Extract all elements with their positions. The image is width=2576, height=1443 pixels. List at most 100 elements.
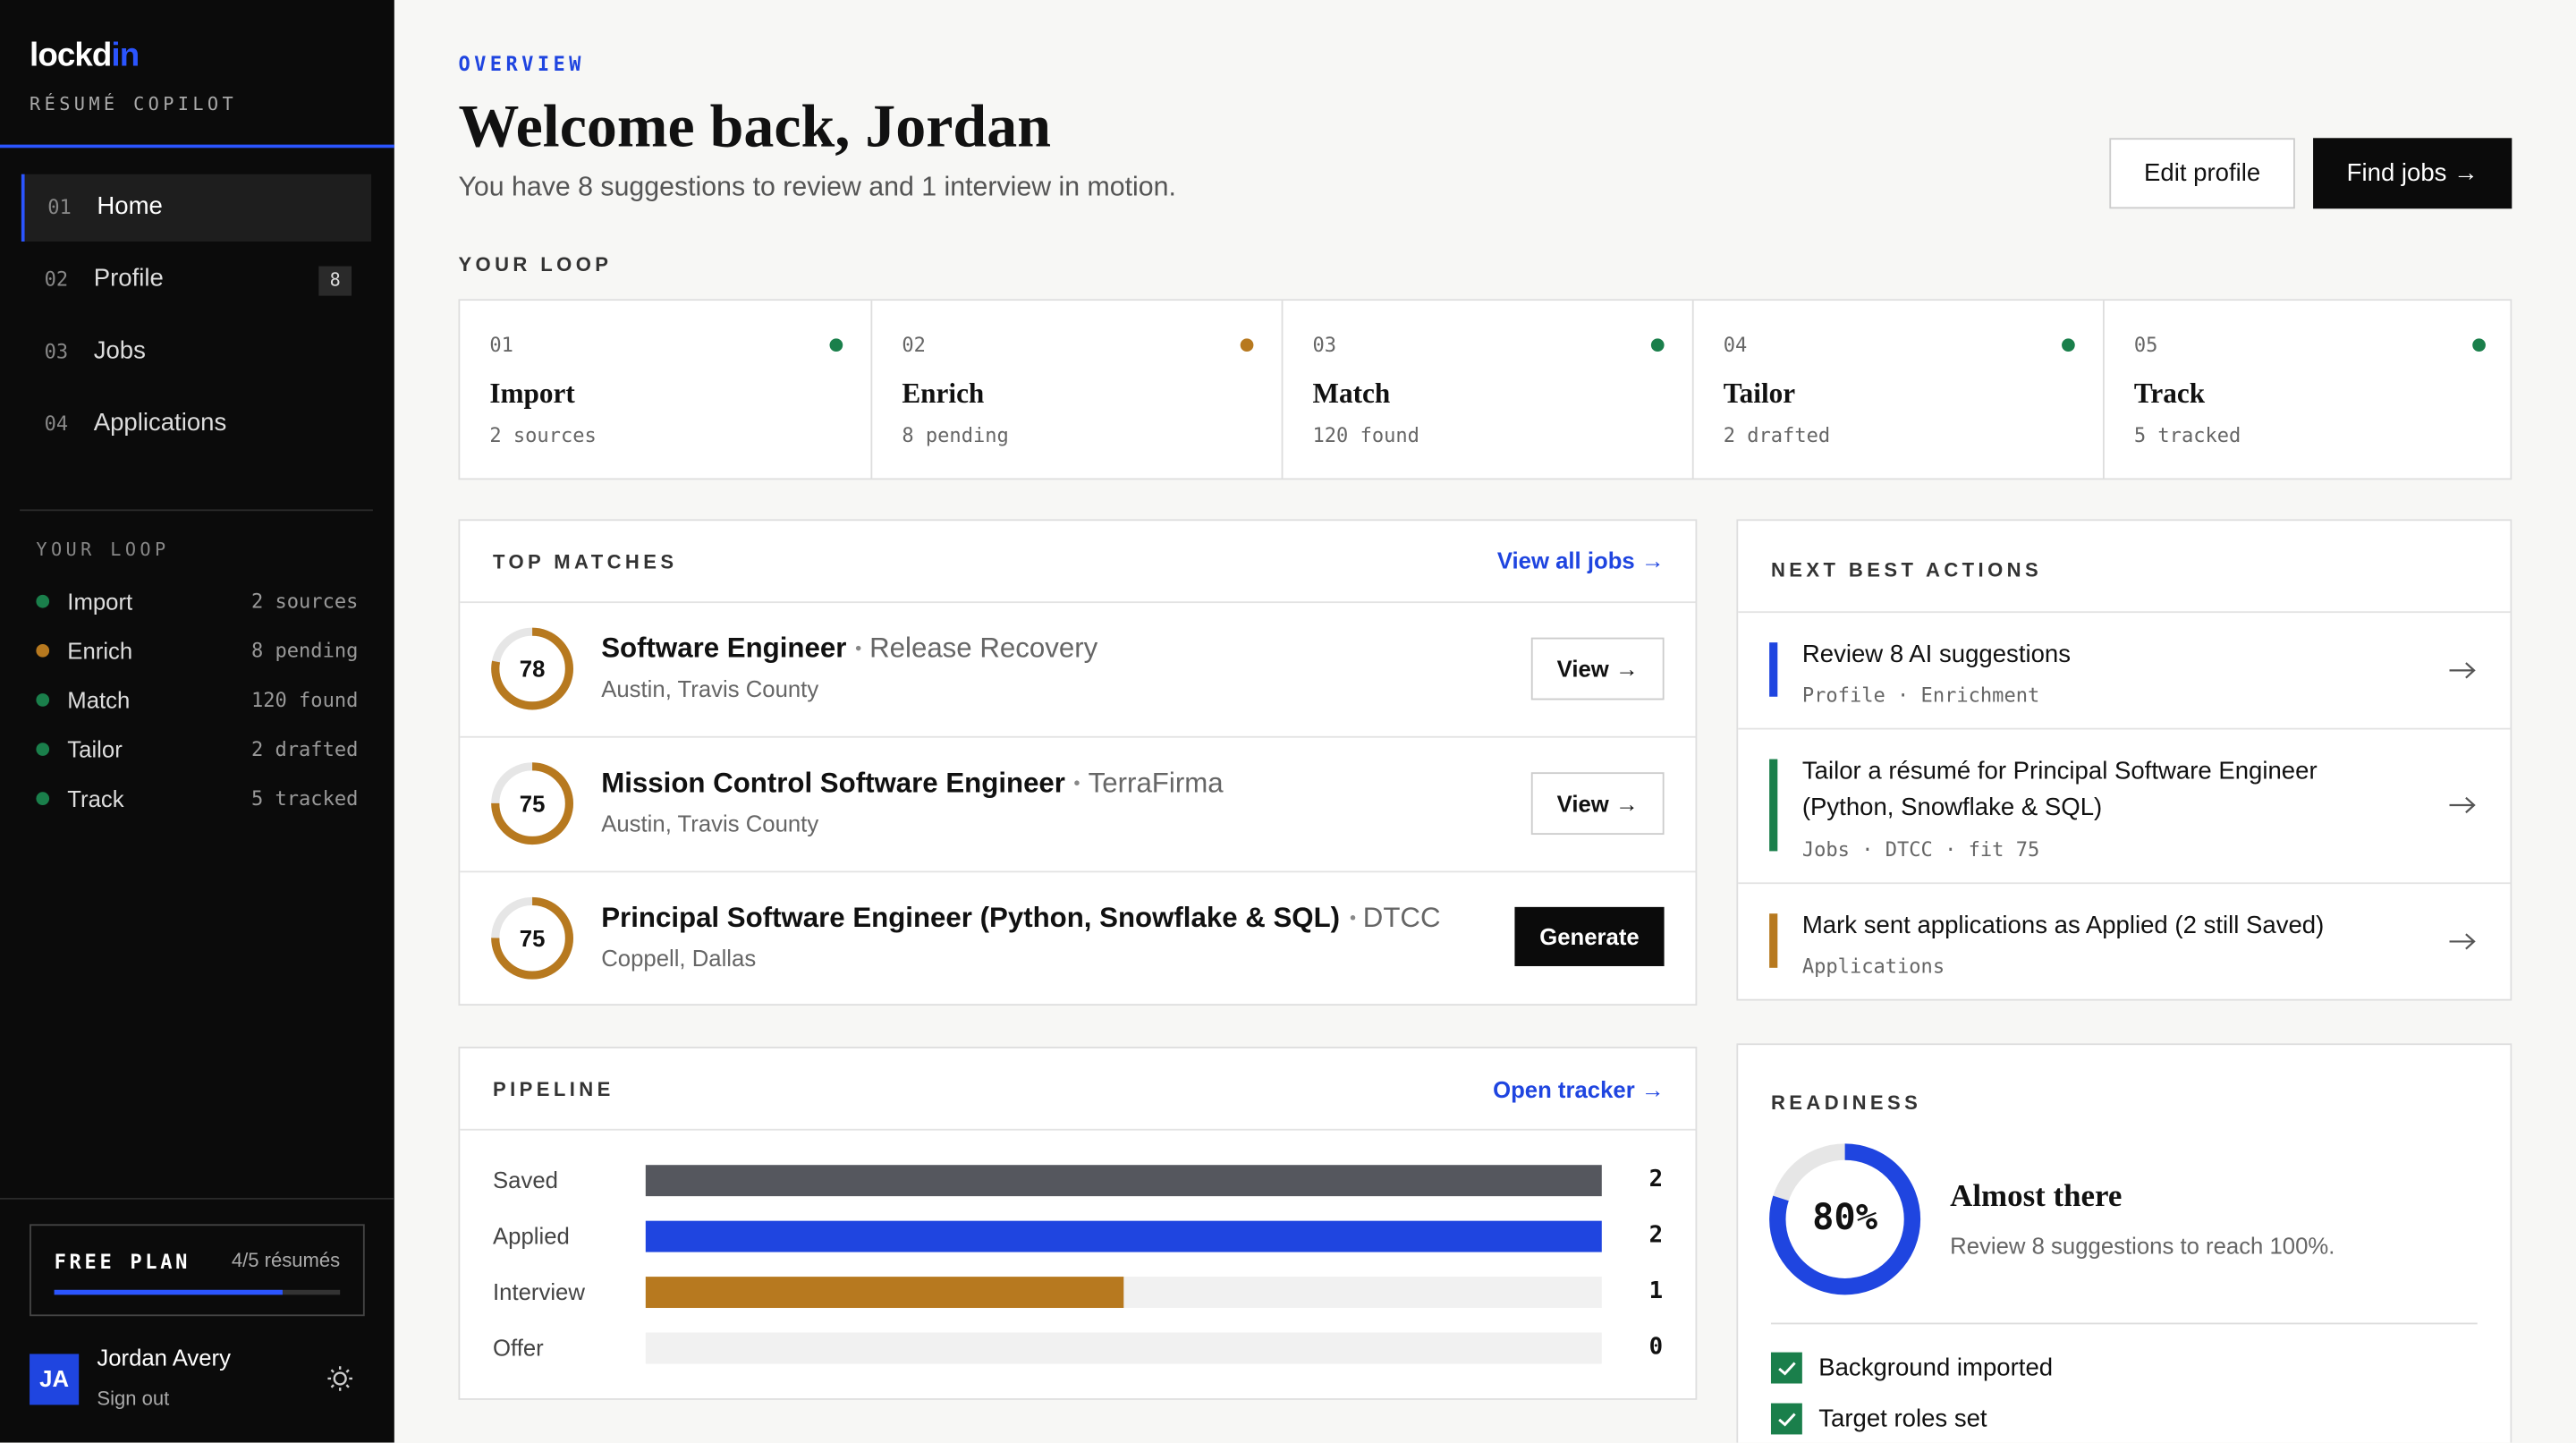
match-score-ring xyxy=(491,896,574,980)
card-title: NEXT BEST ACTIONS xyxy=(1770,558,2043,582)
nav-item[interactable]: 01 Home xyxy=(21,174,372,242)
location: Austin, Travis County xyxy=(601,675,819,702)
priority-bar xyxy=(1769,913,1778,968)
card-title: READINESS xyxy=(1770,1091,1922,1115)
row-arrow xyxy=(2449,932,2476,949)
row-divider xyxy=(1738,727,2511,730)
checkbox xyxy=(1770,1403,1802,1435)
sidebar-loop-detail: 8 pending xyxy=(250,639,359,663)
company: DTCC xyxy=(1362,902,1441,934)
step-number: 02 xyxy=(902,333,926,357)
action-title[interactable]: Mark sent applications as Applied (2 sti… xyxy=(1801,912,2325,940)
plan-usage: 4/5 résumés xyxy=(231,1248,341,1272)
checkbox xyxy=(1770,1352,1802,1384)
generate-button[interactable]: Generate xyxy=(1514,906,1665,966)
plan-label: FREE PLAN xyxy=(54,1250,191,1274)
action-title[interactable]: Review 8 AI suggestions xyxy=(1801,641,2072,669)
row-divider xyxy=(460,735,1696,738)
step-name: Import xyxy=(489,378,575,410)
subtitle: You have 8 suggestions to review and 1 i… xyxy=(458,172,1176,202)
separator-dot xyxy=(1350,915,1355,921)
sun-core xyxy=(333,1371,347,1386)
step-detail: 2 sources xyxy=(489,423,597,447)
location: Austin, Travis County xyxy=(601,810,819,836)
find-jobs-button[interactable]: Find jobs → xyxy=(2313,138,2512,209)
readiness-headline: Almost there xyxy=(1950,1179,2123,1215)
plan-bar xyxy=(54,1289,284,1295)
sidebar-loop-detail: 2 drafted xyxy=(250,737,359,761)
status-dot xyxy=(36,643,50,658)
status-dot xyxy=(36,743,50,756)
readiness-note: Review 8 suggestions to reach 100%. xyxy=(1950,1232,2335,1259)
company: TerraFirma xyxy=(1088,767,1224,799)
nav-item[interactable]: 04 Applications xyxy=(21,391,371,458)
separator-dot xyxy=(1074,780,1080,785)
step-name: Track xyxy=(2133,378,2206,410)
brand-prefix: lockd xyxy=(30,38,112,74)
view-button[interactable]: View → xyxy=(1530,772,1665,836)
sun-ray xyxy=(330,1384,335,1388)
status-dot xyxy=(36,594,50,608)
card xyxy=(458,519,1698,1006)
arrow-icon xyxy=(2449,932,2476,949)
card xyxy=(1736,519,2512,1001)
match-score: 75 xyxy=(519,925,546,952)
nav-label: Jobs xyxy=(93,336,146,365)
stage-label: Interview xyxy=(493,1277,585,1305)
sign-out[interactable]: Sign out xyxy=(97,1387,170,1410)
check-label: Background imported xyxy=(1818,1354,2054,1382)
action-meta: Applications xyxy=(1801,955,1945,978)
edit-profile-button[interactable]: Edit profile xyxy=(2109,138,2295,209)
nav-number: 04 xyxy=(44,412,69,436)
sidebar-loop-detail: 120 found xyxy=(250,688,359,712)
open-tracker-link[interactable]: Open tracker → xyxy=(1493,1076,1665,1103)
ring-arc xyxy=(491,627,574,710)
view-all-link[interactable]: View all jobs → xyxy=(1496,547,1665,574)
divider xyxy=(20,509,373,512)
status-dot xyxy=(2062,338,2075,352)
step-detail: 8 pending xyxy=(902,423,1009,447)
row-arrow xyxy=(2449,796,2476,814)
nav-item[interactable]: 03 Jobs xyxy=(21,318,371,386)
arrow-icon xyxy=(2449,796,2476,814)
stage-count: 2 xyxy=(1648,1222,1664,1249)
arrow-icon xyxy=(2449,661,2476,678)
row-arrow xyxy=(2449,661,2476,678)
check-icon xyxy=(1778,1413,1796,1427)
nav-item[interactable]: 02 Profile 8 xyxy=(21,247,371,314)
step-name: Match xyxy=(1312,378,1391,410)
sidebar-loop-label: Import xyxy=(67,588,133,615)
match-title-line: Principal Software Engineer (Python, Sno… xyxy=(601,902,1440,935)
action-title[interactable]: Tailor a résumé for Principal Software E… xyxy=(1801,757,2318,822)
avatar: JA xyxy=(30,1354,80,1405)
status-dot xyxy=(1650,338,1665,352)
ring-arc xyxy=(1769,1143,1921,1295)
step-number: 04 xyxy=(1723,333,1748,357)
loop-step: 05 Track 5 tracked xyxy=(2102,301,2513,479)
user-name: Jordan Avery xyxy=(97,1344,231,1371)
match-title-line: Mission Control Software Engineer TerraFi… xyxy=(601,768,1223,801)
loop-step: 02 Enrich 8 pending xyxy=(870,301,1281,479)
step-detail: 5 tracked xyxy=(2133,423,2241,447)
nav-label: Applications xyxy=(93,409,227,437)
status-dot xyxy=(36,693,50,707)
loop-step: 01 Import 2 sources xyxy=(460,301,870,478)
row-divider xyxy=(1738,611,2511,614)
priority-bar xyxy=(1769,759,1778,852)
stage-count: 2 xyxy=(1648,1167,1664,1193)
tagline: RÉSUMÉ COPILOT xyxy=(30,93,238,115)
view-button[interactable]: View → xyxy=(1530,637,1665,700)
match-score-ring xyxy=(491,762,574,845)
sun-ray xyxy=(345,1384,350,1388)
step-detail: 2 drafted xyxy=(1723,423,1831,447)
loop-step: 04 Tailor 2 drafted xyxy=(1691,301,2103,479)
nav-label: Profile xyxy=(93,264,164,293)
divider xyxy=(0,1197,394,1200)
check-label: Target roles set xyxy=(1818,1405,1987,1433)
company: Release Recovery xyxy=(869,632,1098,665)
match-score-ring xyxy=(491,627,574,710)
eyebrow: OVERVIEW xyxy=(458,52,585,76)
check-icon xyxy=(1778,1362,1796,1376)
